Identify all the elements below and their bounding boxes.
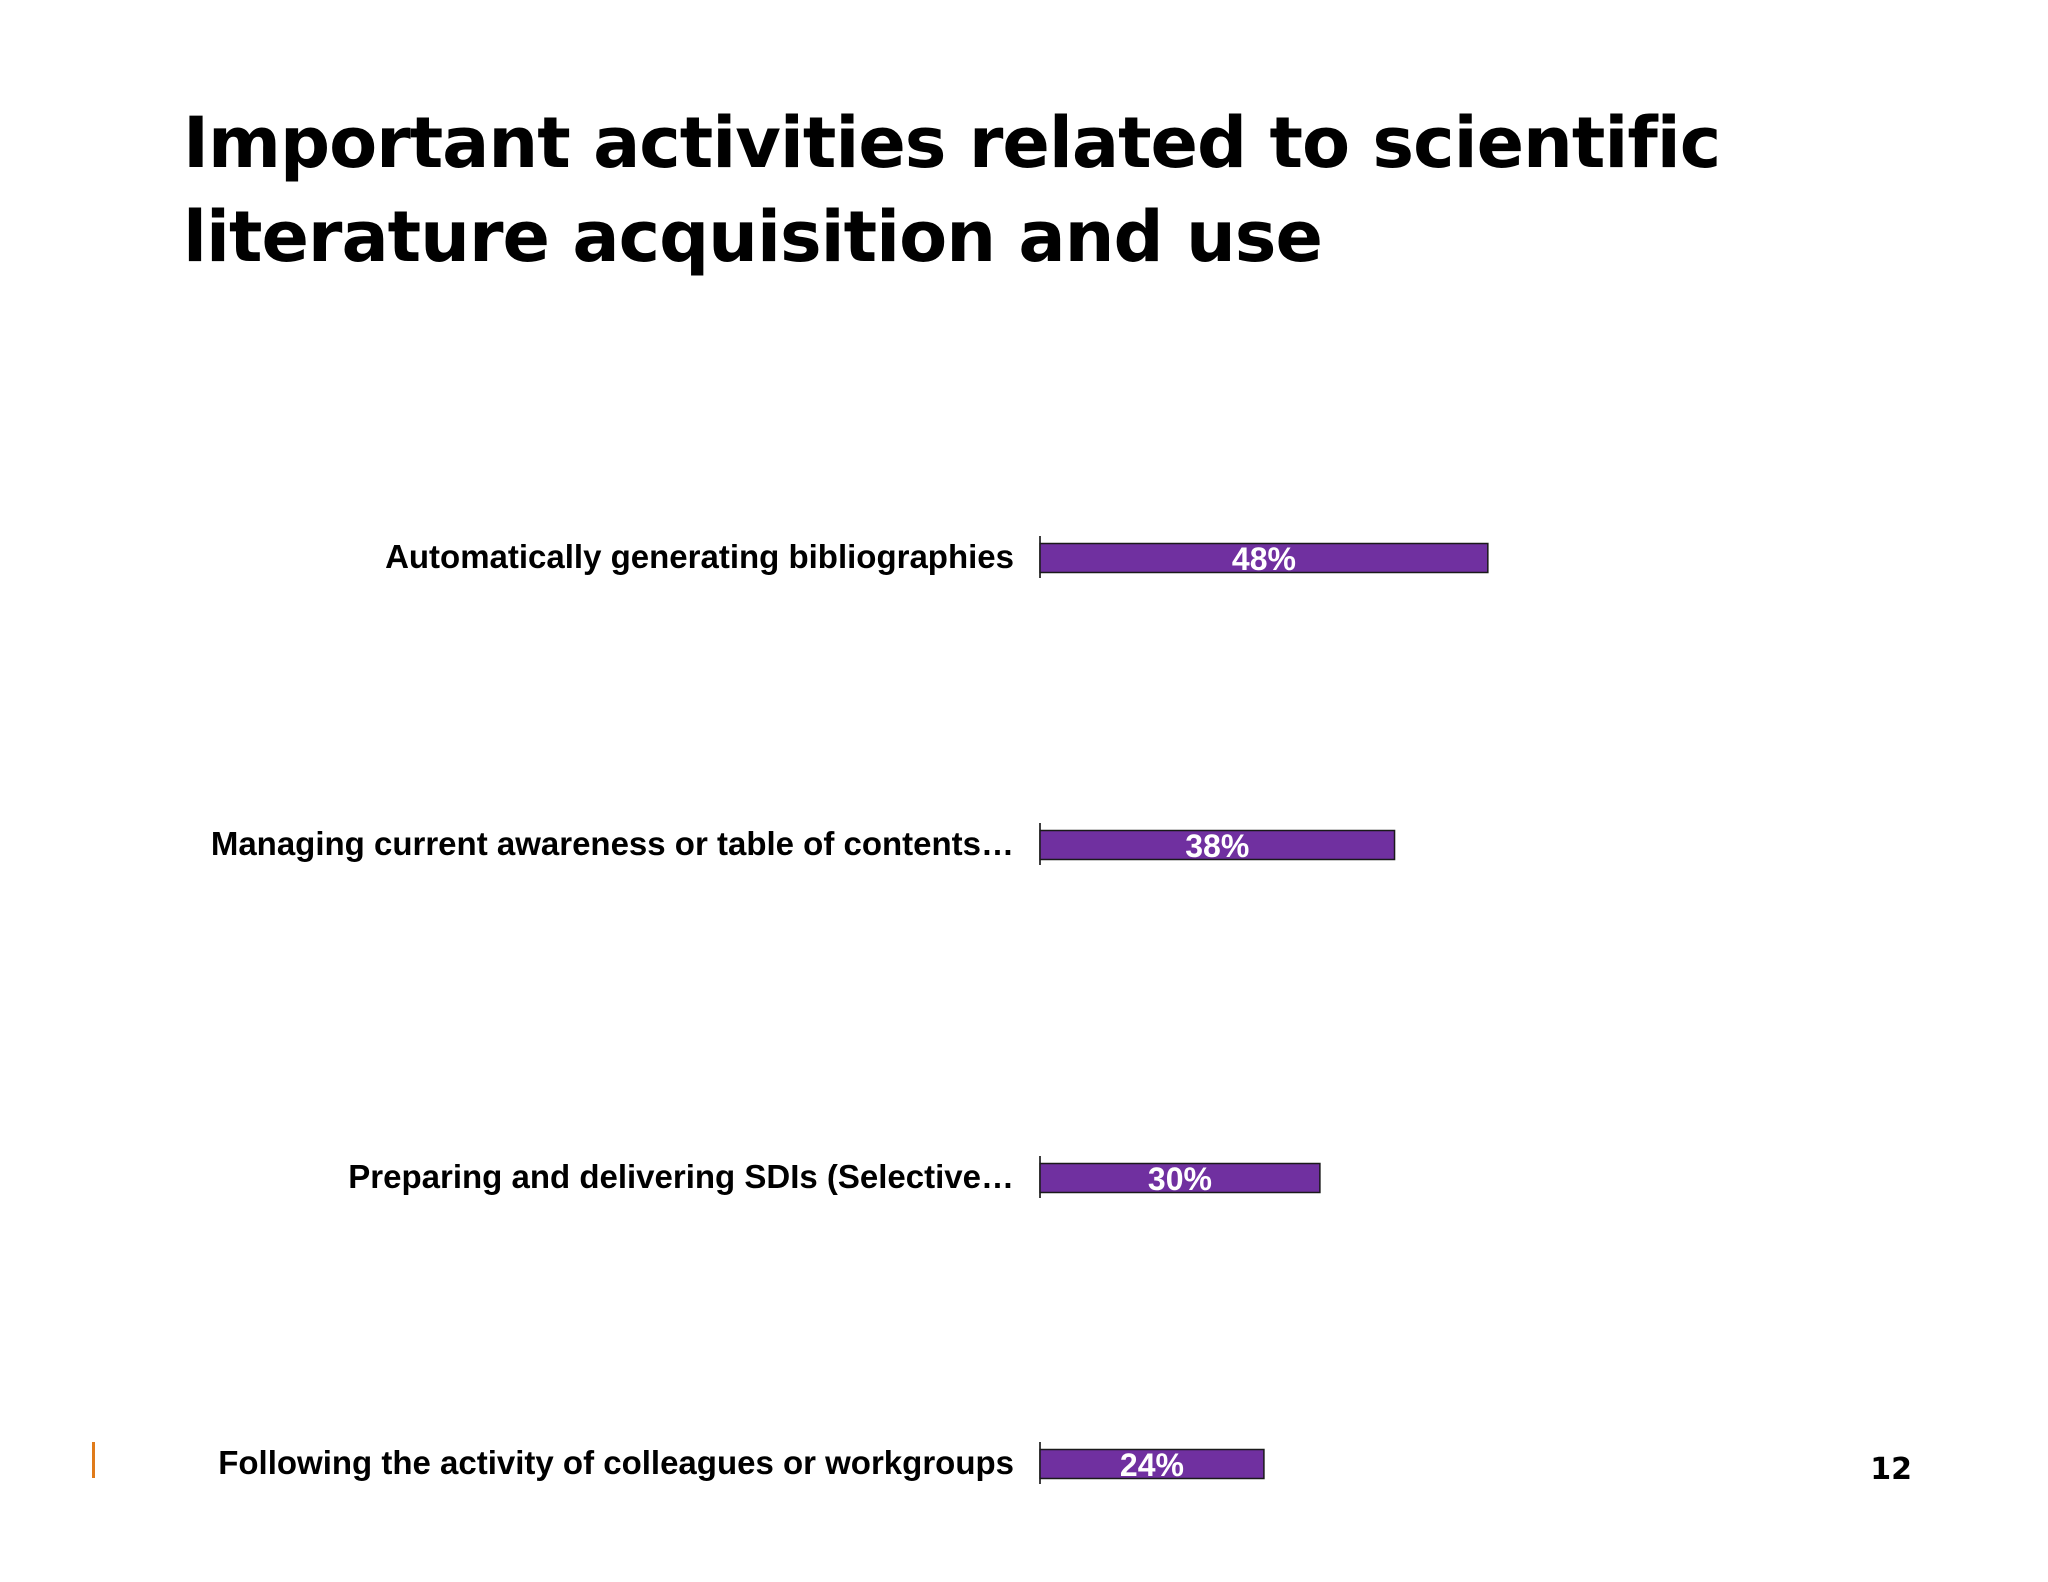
bar — [1039, 1448, 1265, 1480]
bar-value-label: 24% — [1120, 1447, 1184, 1483]
category-label: Automatically generating bibliographies — [385, 538, 1014, 575]
footer-accent-mark — [92, 1442, 95, 1478]
bar-value-label: 48% — [1232, 541, 1296, 577]
title-line-1: Important activities related to scientif… — [183, 102, 1721, 184]
page-title: Important activities related to scientif… — [183, 96, 1883, 284]
bar-value-label: 30% — [1148, 1161, 1212, 1197]
bar — [1039, 829, 1396, 861]
category-label: Managing current awareness or table of c… — [211, 825, 1014, 862]
category-label: Following the activity of colleagues or … — [218, 1444, 1014, 1481]
title-line-2: literature acquisition and use — [183, 196, 1323, 278]
bar-value-label: 38% — [1185, 828, 1249, 864]
category-label: Preparing and delivering SDIs (Selective… — [348, 1158, 1014, 1195]
bar — [1039, 542, 1489, 574]
page-number: 12 — [1870, 1452, 1912, 1487]
bar — [1039, 1162, 1321, 1194]
